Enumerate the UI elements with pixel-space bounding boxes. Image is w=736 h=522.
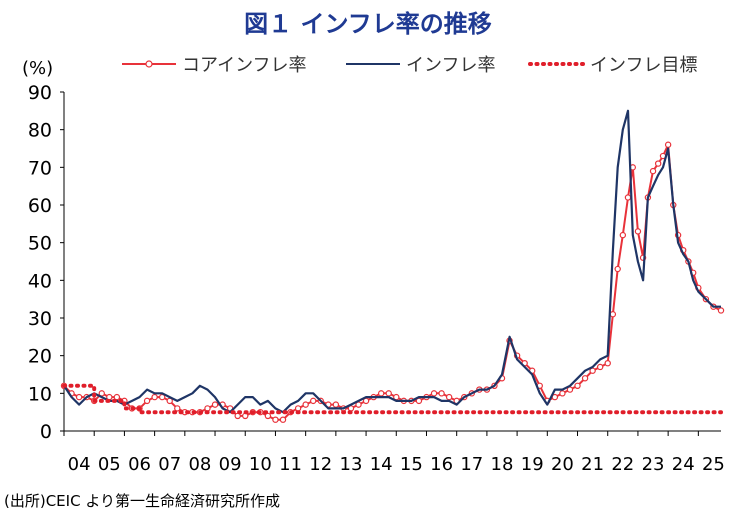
- x-tick-label: 15: [400, 454, 423, 475]
- core-inflation-point: [430, 390, 438, 397]
- core-inflation-point: [717, 307, 725, 314]
- x-tick-label: 25: [702, 454, 725, 475]
- core-inflation-point: [614, 265, 621, 273]
- legend-label: インフレ率: [406, 55, 495, 76]
- x-tick-label: 17: [460, 454, 483, 475]
- x-tick-label: 16: [430, 454, 453, 475]
- source-note: (出所)CEIC より第一生命経済研究所作成: [4, 492, 281, 510]
- x-tick-label: 22: [611, 454, 634, 475]
- core-inflation-point: [609, 311, 617, 318]
- y-tick-label: 40: [28, 270, 52, 292]
- y-tick-label: 20: [28, 346, 52, 368]
- y-tick-label: 50: [28, 233, 52, 255]
- y-tick-label: 70: [28, 157, 52, 179]
- x-tick-label: 14: [370, 454, 393, 475]
- x-tick-label: 18: [491, 454, 514, 475]
- legend-label: インフレ目標: [590, 55, 697, 76]
- x-tick-label: 21: [581, 454, 604, 475]
- x-tick-label: 10: [249, 454, 272, 475]
- core-inflation-point: [279, 416, 287, 423]
- y-tick-label: 0: [40, 421, 52, 443]
- x-tick-label: 09: [219, 454, 242, 475]
- series-line-inflation: [63, 109, 721, 414]
- y-unit-label: (%): [22, 58, 53, 79]
- core-inflation-point: [332, 401, 340, 408]
- core-inflation-point: [264, 412, 272, 420]
- core-inflation-point: [619, 231, 627, 239]
- core-inflation-point: [574, 382, 581, 389]
- x-tick-label: 07: [158, 454, 181, 475]
- core-inflation-point: [624, 194, 632, 201]
- y-tick-label: 60: [28, 195, 52, 217]
- core-inflation-point: [143, 397, 151, 405]
- x-tick-label: 20: [551, 454, 574, 475]
- core-inflation-point: [559, 390, 566, 397]
- legend-marker: [145, 60, 153, 68]
- x-tick-label: 11: [279, 454, 302, 475]
- core-inflation-point: [649, 167, 657, 175]
- core-inflation-point: [310, 397, 317, 405]
- x-tick-label: 24: [672, 454, 695, 475]
- core-inflation-point: [75, 393, 83, 401]
- core-inflation-point: [634, 228, 642, 235]
- y-tick-label: 10: [28, 383, 52, 405]
- chart-title: 図１ インフレ率の推移: [244, 10, 492, 38]
- core-inflation-point: [151, 393, 158, 401]
- y-tick-label: 30: [28, 308, 52, 330]
- x-tick-label: 04: [68, 454, 91, 475]
- core-inflation-point: [438, 390, 445, 397]
- series-line-inflation-target: [62, 383, 723, 415]
- x-tick-label: 13: [340, 454, 363, 475]
- core-inflation-point: [377, 390, 385, 397]
- x-tick-label: 06: [128, 454, 151, 475]
- y-tick-label: 90: [28, 82, 52, 104]
- core-inflation-point: [113, 393, 121, 401]
- core-inflation-point: [272, 416, 279, 423]
- core-inflation-point: [211, 401, 219, 408]
- core-inflation-point: [654, 160, 662, 167]
- core-inflation-point: [174, 405, 181, 412]
- core-inflation-point: [385, 390, 392, 397]
- x-tick-label: 12: [309, 454, 332, 475]
- core-inflation-point: [604, 360, 611, 367]
- core-inflation-point: [302, 401, 309, 408]
- x-tick-label: 23: [642, 454, 665, 475]
- x-tick-label: 19: [521, 454, 544, 475]
- core-inflation-point: [664, 141, 672, 148]
- core-inflation-point: [596, 363, 604, 371]
- x-tick-label: 08: [188, 454, 211, 475]
- series-line-core-inflation: [63, 143, 722, 421]
- core-inflation-point: [581, 375, 589, 382]
- legend-label: コアインフレ率: [182, 55, 307, 76]
- x-tick-label: 05: [98, 454, 121, 475]
- y-tick-label: 80: [28, 120, 52, 142]
- core-inflation-point: [445, 393, 453, 401]
